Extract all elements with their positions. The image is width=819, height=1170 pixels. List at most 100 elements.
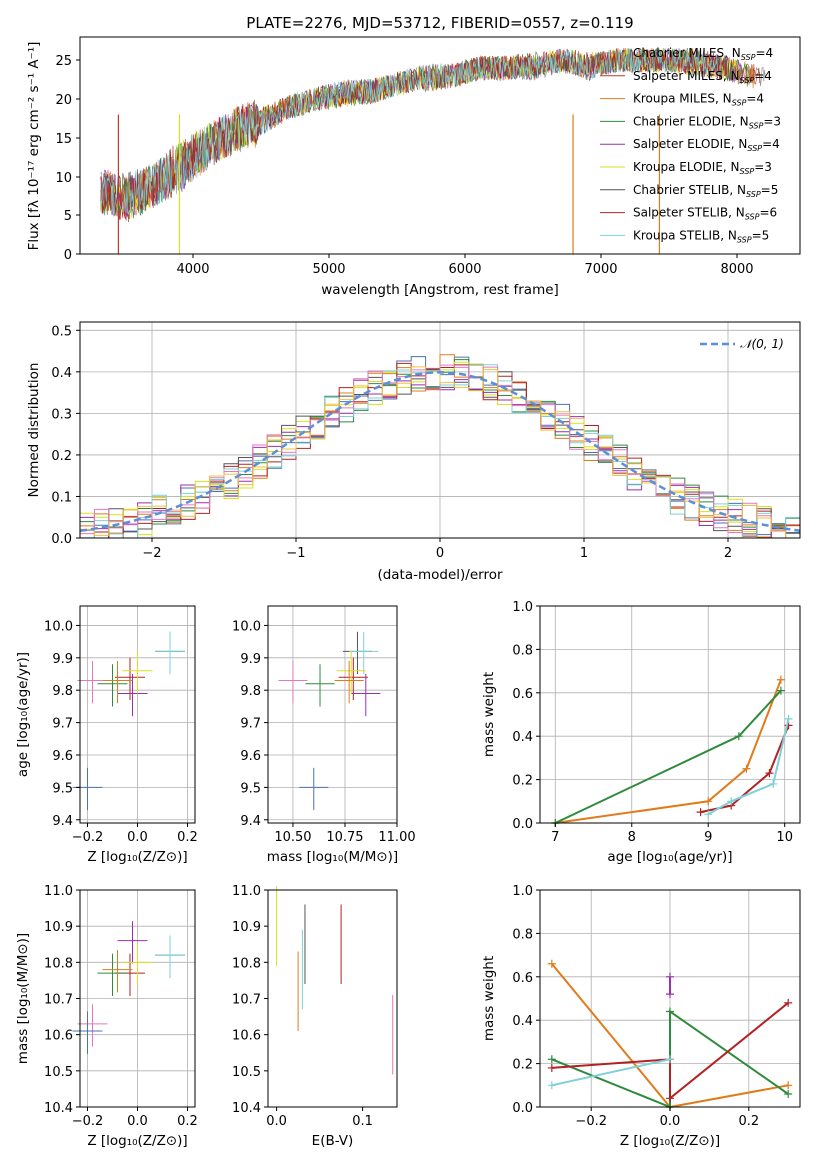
histogram-data: [79, 354, 801, 539]
mass-weight-line: [707, 718, 790, 816]
panel-xtick: 10.50: [274, 830, 311, 845]
panel-ytick: 9.8: [240, 684, 261, 699]
legend-entry: Kroupa STELIB, NSSP=5: [633, 228, 769, 244]
mass-weight-point: [696, 808, 705, 817]
panel-ylabel: mass weight: [481, 672, 497, 757]
panel-mw_z: −0.2 0.0 0.2 0.0 0.2 0.4 0.6 0.8 1.0 Z [log₁₀(Z/Z…: [481, 884, 801, 1149]
panel-ytick: 10.0: [232, 619, 261, 634]
mass-weight-point: [784, 714, 793, 723]
panel-xtick: 0.0: [127, 1114, 148, 1129]
panel-mass_ebv: 0.0 0.1 10.4 10.5 10.6 10.7 10.8 10.9 11.0 E(B-V): [232, 884, 398, 1149]
spectrum-ytick: 20: [55, 93, 72, 108]
panel-ytick: 10.8: [44, 956, 73, 971]
histogram-ytick: 0.3: [51, 407, 72, 422]
histogram-ytick: 0.4: [51, 366, 72, 381]
spectrum-line: [100, 47, 733, 216]
panel-ytick: 9.9: [240, 652, 261, 667]
panel-xlabel: mass [log₁₀(M/M⊙)]: [267, 849, 398, 865]
panel-ytick: 10.7: [232, 993, 261, 1008]
spectrum-ytick: 10: [55, 171, 72, 186]
mass-weight-point: [666, 1007, 674, 1016]
panel-ytick: 10.0: [44, 619, 73, 634]
panel-ytick: 10.5: [232, 1065, 261, 1080]
panel-xtick: 8: [628, 830, 636, 845]
spectrum-xtick: 8000: [720, 262, 753, 277]
panel-ytick: 9.6: [52, 749, 73, 764]
panel-frame: [267, 889, 398, 1108]
spectrum-yticks: 0 5 10 15 20 25: [55, 54, 80, 263]
spectrum-xtick: 5000: [312, 262, 345, 277]
mass-weight-point: [784, 1081, 793, 1090]
panel-ytick: 10.9: [232, 920, 261, 935]
panel-ytick: 9.7: [240, 717, 261, 732]
panel-xlabel: Z [log₁₀(Z/Z⊙)]: [87, 849, 187, 865]
panel-ytick: 9.8: [52, 684, 73, 699]
mass-weight-point: [784, 1089, 793, 1098]
panel-age_z: −0.2 0.0 0.2 9.4 9.5 9.6 9.7 9.8 9.9 10.0 Z [log₁₀…: [15, 605, 198, 865]
spectrum-data: [100, 47, 766, 254]
panel-xtick: 11.00: [378, 830, 415, 845]
spectrum-legend: Chabrier MILES, NSSP=4 Salpeter MILES, NS…: [600, 46, 781, 244]
histogram-legend-label: 𝒩(0, 1): [740, 337, 784, 351]
histogram-ylabel: Normed distribution: [26, 363, 42, 498]
mass-weight-point: [734, 732, 743, 741]
panel-ytick: 1.0: [512, 600, 533, 615]
panel-xlabel: Z [log₁₀(Z/Z⊙)]: [620, 1133, 720, 1149]
histogram-xlabel: (data-model)/error: [377, 567, 503, 583]
panel-xlabel: age [log₁₀(age/yr)]: [607, 849, 732, 865]
panel-ytick: 0.4: [512, 1014, 533, 1029]
histogram-legend: 𝒩(0, 1): [700, 337, 784, 351]
legend-entry: Salpeter STELIB, NSSP=6: [633, 206, 777, 222]
legend-entry: Chabrier STELIB, NSSP=5: [633, 183, 778, 199]
panel-mw_age: 7 8 9 10 0.0 0.2 0.4 0.6 0.8 1.0 age [log₁₀(age/yr…: [481, 600, 801, 865]
panel-xtick: −0.2: [72, 1114, 104, 1129]
panel-ytick: 10.9: [44, 920, 73, 935]
histogram-xtick: 1: [580, 546, 588, 561]
mass-weight-point: [704, 797, 713, 806]
histogram-panel: −2 −1 0 1 2 0.0 0.1 0.2 0.3 0.4 0.5 (data-model)/e…: [26, 321, 801, 583]
spectrum-ytick: 0: [64, 248, 72, 263]
panel-ytick: 9.5: [52, 781, 73, 796]
panel-ytick: 9.4: [52, 814, 73, 829]
histogram-xtick: −1: [286, 546, 305, 561]
panel-xlabel: Z [log₁₀(Z/Z⊙)]: [87, 1133, 187, 1149]
legend-entry: Chabrier ELODIE, NSSP=3: [633, 114, 781, 130]
panel-frame: [539, 605, 801, 824]
panel-xlabel: E(B-V): [312, 1133, 354, 1149]
spectrum-xtick: 7000: [584, 262, 617, 277]
panel-xtick: 7: [551, 830, 559, 845]
mass-weight-point: [547, 1081, 556, 1090]
panel-ytick: 10.6: [44, 1029, 73, 1044]
panel-xtick: 0.2: [177, 1114, 198, 1129]
mass-weight-point: [666, 1055, 674, 1064]
panel-ytick: 0.2: [512, 774, 533, 789]
panel-ytick: 10.7: [44, 993, 73, 1008]
histogram-ytick: 0.5: [51, 324, 72, 339]
histogram-ytick: 0.1: [51, 490, 72, 505]
panel-xtick: 0.0: [127, 830, 148, 845]
panel-ytick: 0.2: [512, 1058, 533, 1073]
panel-xtick: 9: [704, 830, 712, 845]
mass-weight-point: [742, 764, 751, 773]
spectrum-xlabel: wavelength [Angstrom, rest frame]: [321, 282, 559, 298]
mass-weight-line: [551, 1002, 789, 1101]
legend-entry: Kroupa MILES, NSSP=4: [633, 92, 764, 108]
panel-ytick: 0.6: [512, 971, 533, 986]
mass-weight-point: [776, 686, 785, 695]
legend-entry: Chabrier MILES, NSSP=4: [633, 46, 773, 62]
panel-ytick: 0.8: [512, 643, 533, 658]
panel-ytick: 10.5: [44, 1065, 73, 1080]
legend-entry: Kroupa ELODIE, NSSP=3: [633, 160, 772, 176]
panel-age_mass: 10.50 10.75 11.00 9.4 9.5 9.6 9.7 9.8 9.9 10.0 mas…: [232, 605, 416, 865]
panel-ytick: 0.8: [512, 927, 533, 942]
histogram-ticks: −2 −1 0 1 2 0.0 0.1 0.2 0.3 0.4 0.5: [51, 324, 732, 561]
panel-ytick: 9.7: [52, 717, 73, 732]
panel-ytick: 0.0: [512, 817, 533, 832]
normal-curve: [79, 371, 801, 532]
panel-ytick: 0.4: [512, 730, 533, 745]
spectrum-xticks: 4000 5000 6000 7000 8000: [176, 254, 754, 277]
panel-ylabel: mass weight: [481, 956, 497, 1041]
panel-xtick: 10: [776, 830, 793, 845]
spectrum-xtick: 6000: [448, 262, 481, 277]
